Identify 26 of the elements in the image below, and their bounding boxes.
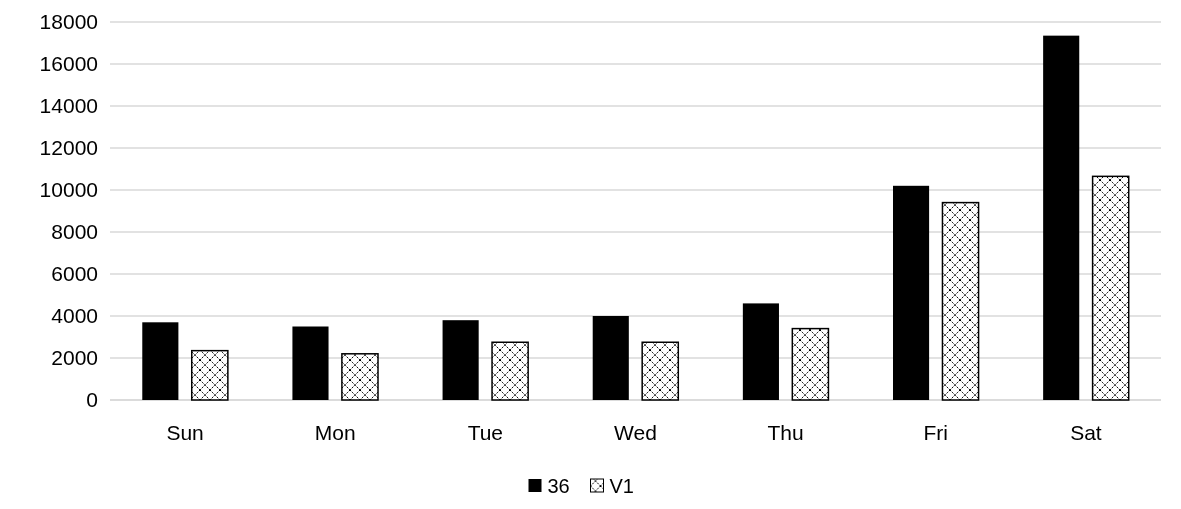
legend-label: V1 [609,475,634,497]
y-tick-label: 8000 [51,220,98,244]
bar [893,185,930,400]
x-tick-label: Wed [614,421,657,444]
y-tick-label: 0 [86,388,98,412]
x-tick-label: Fri [923,421,949,444]
bar [292,326,329,400]
bar [142,322,179,400]
x-tick-label: Thu [767,421,804,444]
bar [592,316,629,400]
bar [1043,35,1080,400]
x-tick-label: Mon [314,421,356,444]
bar [442,320,479,400]
x-tick-label: Sat [1070,421,1102,444]
x-tick-label: Sun [166,421,204,444]
y-tick-label: 18000 [39,10,98,34]
y-tick-label: 14000 [39,94,98,118]
y-tick-label: 10000 [39,178,98,202]
y-tick-label: 16000 [39,52,98,76]
legend-label: 36 [547,475,570,497]
x-tick-label: Tue [467,421,504,444]
y-tick-label: 4000 [51,304,98,328]
y-tick-label: 6000 [51,262,98,286]
y-tick-label: 2000 [51,346,98,370]
y-tick-label: 12000 [39,136,98,160]
bar [742,303,779,400]
